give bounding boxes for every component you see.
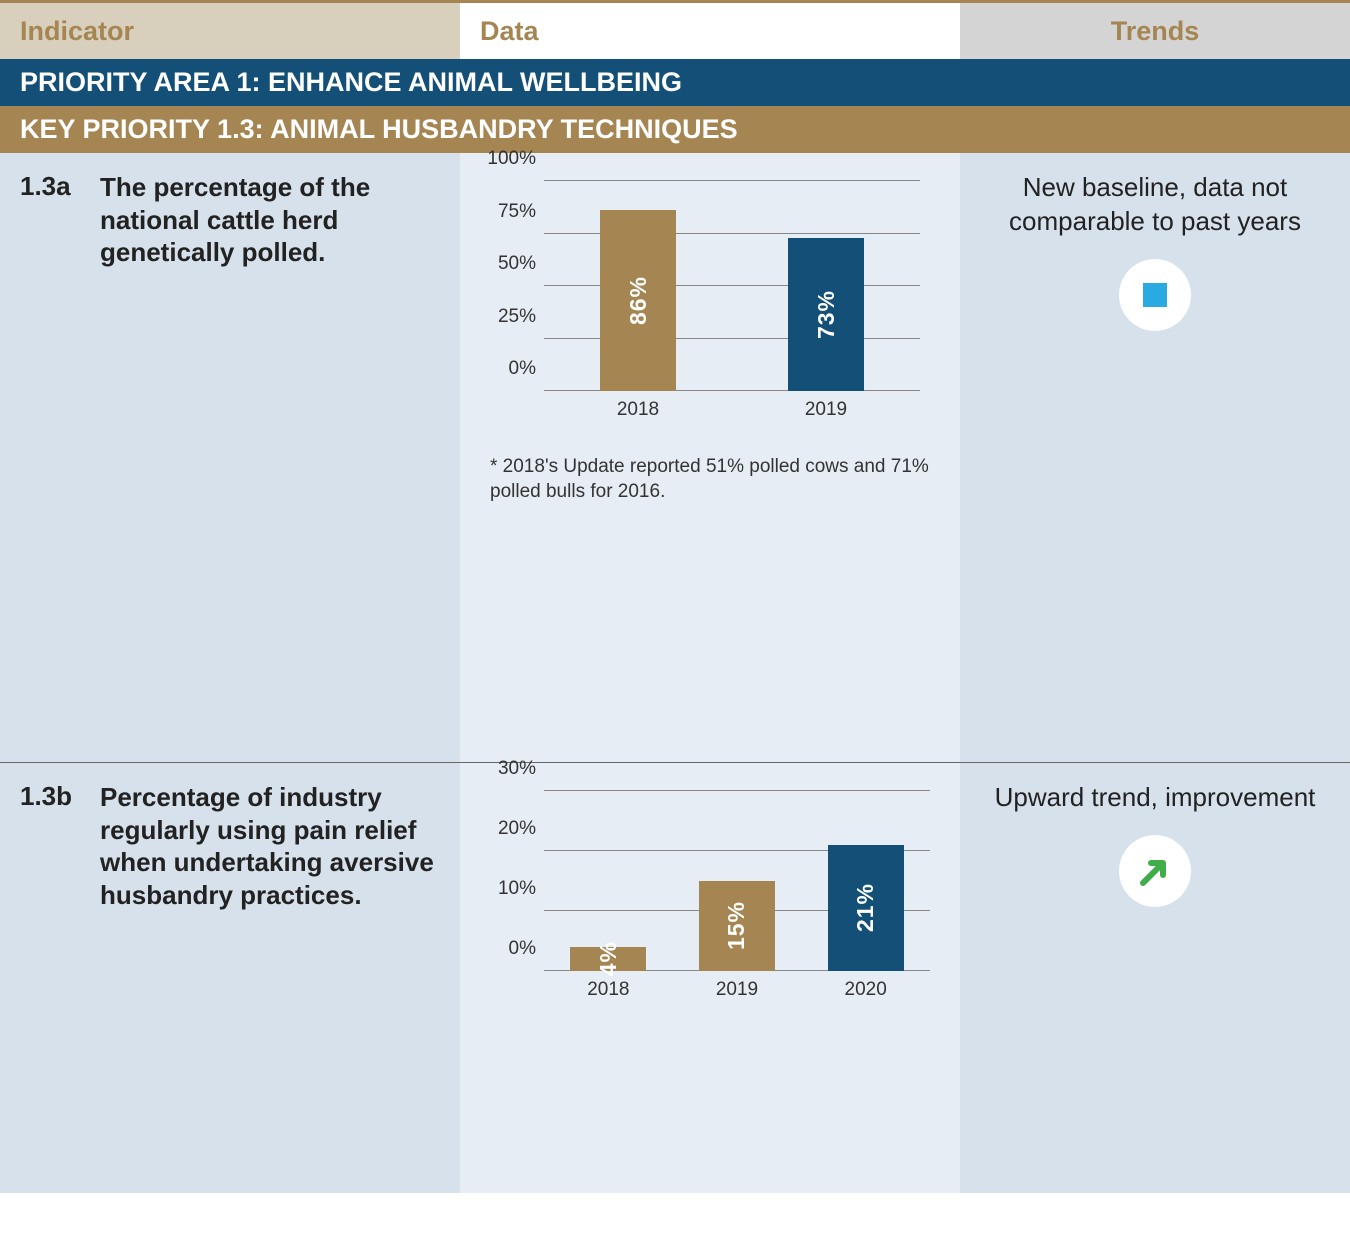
chart-footnote: * 2018's Update reported 51% polled cows… bbox=[490, 455, 940, 504]
bars-container: 86% 73% bbox=[544, 181, 920, 391]
y-tick-label: 30% bbox=[480, 758, 536, 780]
indicator-cell: 1.3a The percentage of the national catt… bbox=[0, 153, 460, 762]
arrow-up-icon bbox=[1135, 851, 1175, 891]
bar-value-label: 86% bbox=[625, 276, 652, 325]
indicator-text: The percentage of the national cattle he… bbox=[100, 171, 440, 269]
bar: 21% bbox=[828, 845, 904, 971]
trend-badge bbox=[1119, 259, 1191, 331]
y-tick-label: 75% bbox=[480, 201, 536, 223]
indicator-text: Percentage of industry regularly using p… bbox=[100, 781, 440, 911]
bar: 86% bbox=[600, 210, 676, 391]
data-cell: 0%25%50%75%100%86%73% 20182019 * 2018's … bbox=[460, 153, 960, 762]
x-tick-label: 2020 bbox=[828, 979, 904, 1001]
report-table: Indicator Data Trends PRIORITY AREA 1: E… bbox=[0, 0, 1350, 1193]
bar-chart-1-3a: 0%25%50%75%100%86%73% 20182019 bbox=[480, 181, 940, 441]
x-tick-label: 2018 bbox=[600, 399, 676, 421]
header-trends: Trends bbox=[960, 3, 1350, 59]
bar: 4% bbox=[570, 947, 646, 971]
header-indicator: Indicator bbox=[0, 3, 460, 59]
indicator-row-1-3a: 1.3a The percentage of the national catt… bbox=[0, 153, 1350, 763]
bar-chart-1-3b: 0%10%20%30%4%15%21% 201820192020 bbox=[480, 791, 940, 1021]
x-tick-label: 2019 bbox=[699, 979, 775, 1001]
key-priority-banner: KEY PRIORITY 1.3: ANIMAL HUSBANDRY TECHN… bbox=[0, 106, 1350, 153]
trend-text: New baseline, data not comparable to pas… bbox=[980, 171, 1330, 239]
header-row: Indicator Data Trends bbox=[0, 3, 1350, 59]
bar-slot: 4% bbox=[570, 791, 646, 971]
trends-cell: New baseline, data not comparable to pas… bbox=[960, 153, 1350, 762]
bar-value-label: 15% bbox=[723, 901, 750, 950]
indicator-code: 1.3b bbox=[20, 781, 100, 911]
y-tick-label: 20% bbox=[480, 818, 536, 840]
data-cell: 0%10%20%30%4%15%21% 201820192020 bbox=[460, 763, 960, 1193]
y-tick-label: 25% bbox=[480, 306, 536, 328]
trend-badge bbox=[1119, 835, 1191, 907]
y-tick-label: 10% bbox=[480, 878, 536, 900]
bar-value-label: 73% bbox=[813, 290, 840, 339]
trend-text: Upward trend, improvement bbox=[980, 781, 1330, 815]
trends-cell: Upward trend, improvement bbox=[960, 763, 1350, 1193]
bar-value-label: 21% bbox=[852, 883, 879, 932]
indicator-code: 1.3a bbox=[20, 171, 100, 269]
y-tick-label: 0% bbox=[480, 358, 536, 380]
x-tick-label: 2019 bbox=[788, 399, 864, 421]
y-tick-label: 50% bbox=[480, 253, 536, 275]
bars-container: 4% 15% 21% bbox=[544, 791, 930, 971]
bar-slot: 86% bbox=[600, 181, 676, 391]
bar-slot: 21% bbox=[828, 791, 904, 971]
indicator-cell: 1.3b Percentage of industry regularly us… bbox=[0, 763, 460, 1193]
indicator-row-1-3b: 1.3b Percentage of industry regularly us… bbox=[0, 763, 1350, 1193]
bar-slot: 73% bbox=[788, 181, 864, 391]
y-tick-label: 0% bbox=[480, 938, 536, 960]
x-tick-label: 2018 bbox=[570, 979, 646, 1001]
y-tick-label: 100% bbox=[480, 148, 536, 170]
header-data: Data bbox=[460, 3, 960, 59]
bar-value-label: 4% bbox=[595, 941, 622, 976]
priority-area-banner: PRIORITY AREA 1: ENHANCE ANIMAL WELLBEIN… bbox=[0, 59, 1350, 106]
bar: 15% bbox=[699, 881, 775, 971]
bar-slot: 15% bbox=[699, 791, 775, 971]
square-icon bbox=[1143, 283, 1167, 307]
bar: 73% bbox=[788, 238, 864, 391]
